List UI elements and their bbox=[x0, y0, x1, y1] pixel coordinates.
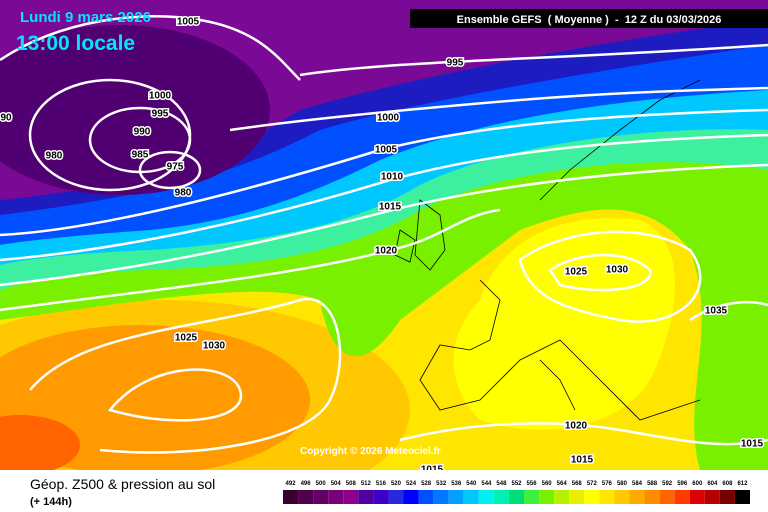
date: Lundi 9 mars 2026 bbox=[20, 9, 151, 26]
isobar-label: 1015 bbox=[571, 455, 594, 466]
time: 13:00 locale bbox=[16, 32, 135, 55]
legend-label: 560 bbox=[542, 481, 553, 487]
legend-label: 556 bbox=[527, 481, 538, 487]
isobar-label: 975 bbox=[167, 162, 184, 173]
isobar-label: 1035 bbox=[705, 306, 728, 317]
legend-label: 600 bbox=[692, 481, 703, 487]
legend-label: 500 bbox=[316, 481, 327, 487]
legend: 492 496 500 504 508 512 516 520 524 528 532 536 540 5… bbox=[283, 481, 750, 504]
isobar-label: 1025 bbox=[565, 267, 588, 278]
isobar-label: 995 bbox=[152, 109, 169, 120]
legend-swatch bbox=[674, 490, 690, 504]
legend-label: 496 bbox=[301, 481, 312, 487]
legend-swatch bbox=[554, 490, 570, 504]
isobar-label: 1000 bbox=[377, 113, 400, 124]
legend-swatch bbox=[493, 490, 509, 504]
legend-label: 596 bbox=[677, 481, 688, 487]
isobar-label: 995 bbox=[447, 58, 464, 69]
legend-swatch bbox=[418, 490, 434, 504]
legend-swatch bbox=[584, 490, 600, 504]
isobar-label: 1015 bbox=[741, 439, 764, 450]
isobar-label: 1010 bbox=[381, 172, 404, 183]
legend-swatch bbox=[569, 490, 585, 504]
isobars bbox=[0, 15, 768, 454]
legend-swatch bbox=[508, 490, 525, 504]
legend-label: 544 bbox=[481, 481, 492, 487]
isobar-label: 1000 bbox=[149, 91, 172, 102]
isobar-label: 90 bbox=[0, 113, 12, 124]
model-box bbox=[410, 9, 768, 28]
legend-label: 548 bbox=[496, 481, 507, 487]
legend-label: 552 bbox=[511, 481, 522, 487]
legend-swatch bbox=[328, 490, 344, 504]
isobar-label: 980 bbox=[46, 151, 63, 162]
isobar-label: 1020 bbox=[565, 421, 588, 432]
legend-swatch bbox=[463, 490, 479, 504]
legend-label: 568 bbox=[572, 481, 583, 487]
isobar-label: 1015 bbox=[379, 202, 402, 213]
legend-label: 516 bbox=[376, 481, 387, 487]
legend-swatch bbox=[298, 490, 314, 504]
legend-label: 584 bbox=[632, 481, 643, 487]
legend-swatch bbox=[343, 490, 359, 504]
legend-swatch bbox=[373, 490, 389, 504]
legend-label: 532 bbox=[436, 481, 447, 487]
legend-swatch bbox=[704, 490, 720, 504]
legend-label: 592 bbox=[662, 481, 673, 487]
legend-swatch bbox=[644, 490, 660, 504]
legend-swatch bbox=[478, 490, 494, 504]
legend-label: 580 bbox=[617, 481, 628, 487]
legend-swatch bbox=[659, 490, 675, 504]
legend-label: 528 bbox=[421, 481, 432, 487]
legend-label: 572 bbox=[587, 481, 598, 487]
legend-label: 520 bbox=[391, 481, 402, 487]
isobar-label: 1025 bbox=[175, 333, 198, 344]
isobar-label: 1005 bbox=[177, 17, 200, 28]
legend-swatch bbox=[403, 490, 419, 504]
isobar-label: 1030 bbox=[203, 341, 226, 352]
legend-label: 504 bbox=[331, 481, 342, 487]
legend-label: 540 bbox=[466, 481, 477, 487]
isobar-label: 980 bbox=[175, 188, 192, 199]
legend-swatch bbox=[283, 490, 299, 504]
legend-swatch bbox=[689, 490, 705, 504]
isobar-label: 1020 bbox=[375, 246, 398, 257]
isobar-label: 985 bbox=[132, 150, 149, 161]
legend-label: 524 bbox=[406, 481, 417, 487]
isobar-label: 1005 bbox=[375, 145, 398, 156]
legend-label: 508 bbox=[346, 481, 357, 487]
isobar-label: 1030 bbox=[606, 265, 629, 276]
legend-swatch bbox=[734, 490, 750, 504]
legend-swatch bbox=[599, 490, 615, 504]
isobar-label: 990 bbox=[134, 127, 151, 138]
legend-label: 512 bbox=[361, 481, 372, 487]
legend-swatch bbox=[629, 490, 645, 504]
legend-swatch bbox=[539, 490, 555, 504]
legend-swatch bbox=[524, 490, 540, 504]
legend-label: 564 bbox=[557, 481, 568, 487]
legend-label: 604 bbox=[707, 481, 718, 487]
legend-swatch bbox=[433, 490, 449, 504]
legend-label: 536 bbox=[451, 481, 462, 487]
legend-label: 608 bbox=[722, 481, 733, 487]
legend-label: 588 bbox=[647, 481, 658, 487]
legend-label: 492 bbox=[286, 481, 297, 487]
legend-swatch bbox=[313, 490, 329, 504]
legend-swatch bbox=[358, 490, 374, 504]
legend-swatch bbox=[719, 490, 735, 504]
legend-swatch bbox=[388, 490, 404, 504]
legend-swatch bbox=[614, 490, 630, 504]
legend-label: 576 bbox=[602, 481, 613, 487]
model: Ensemble GEFS ( Moyenne ) - 12 Z du 03/0… bbox=[457, 14, 722, 26]
copyright: Copyright © 2026 Meteociel.fr bbox=[300, 446, 441, 457]
footer-lead: (+ 144h) bbox=[30, 496, 72, 508]
footer-title: Géop. Z500 & pression au sol bbox=[30, 476, 215, 492]
legend-swatch bbox=[448, 490, 464, 504]
legend-label: 612 bbox=[737, 481, 748, 487]
